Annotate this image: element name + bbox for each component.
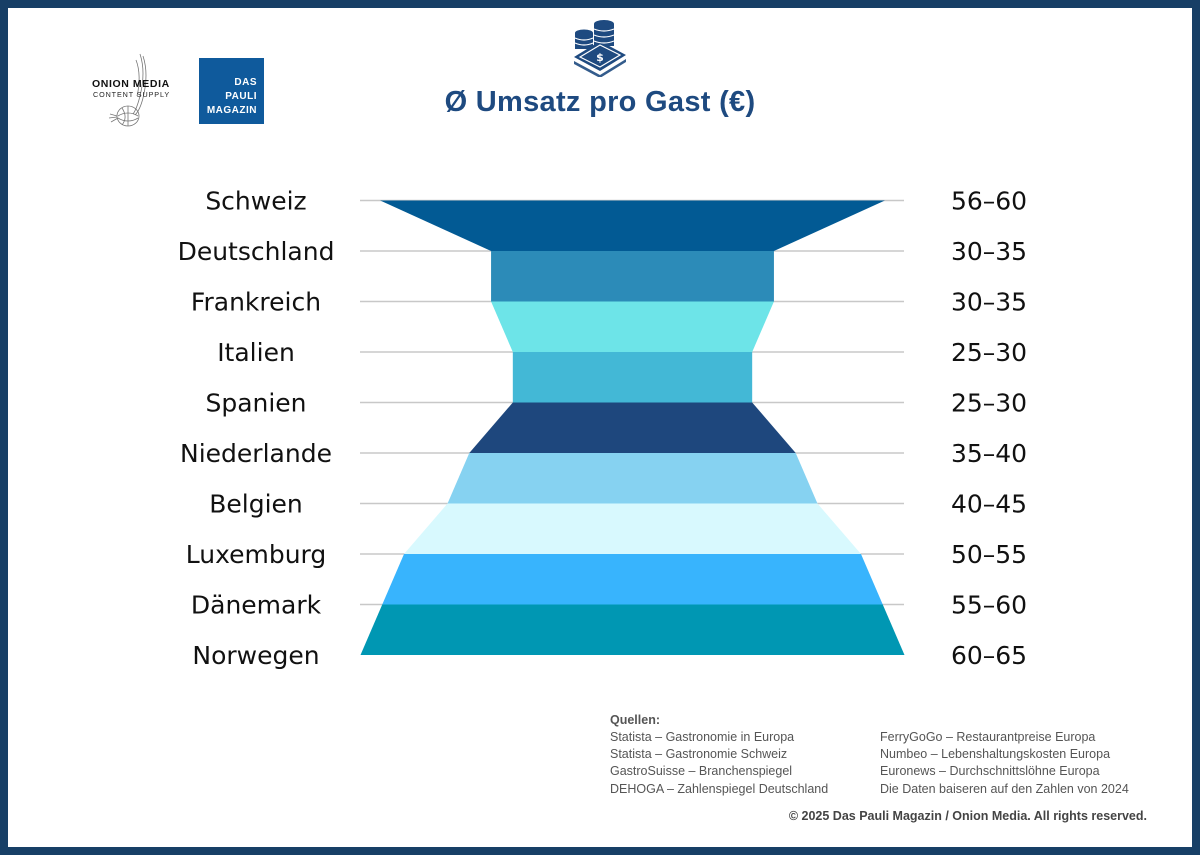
value-range-label: 60–65 [951, 641, 1027, 670]
pauli-logo-line: DAS [234, 77, 257, 88]
source-item: Euronews – Durchschnittslöhne Europa [880, 764, 1100, 779]
sources-heading: Quellen: [610, 713, 661, 727]
source-item: DEHOGA – Zahlenspiegel Deutschland [610, 781, 829, 796]
funnel-band-luxemburg [382, 554, 883, 605]
source-item: Numbeo – Lebenshaltungskosten Europa [880, 747, 1111, 762]
funnel-band-niederlande [447, 453, 818, 504]
source-item: Statista – Gastronomie in Europa [610, 730, 795, 744]
pauli-magazin-logo: DAS PAULI MAGAZIN [199, 58, 264, 124]
country-label: Luxemburg [186, 540, 327, 569]
copyright-notice: © 2025 Das Pauli Magazin / Onion Media. … [788, 809, 1147, 823]
onion-media-name: ONION MEDIA [92, 78, 170, 90]
source-item: Die Daten baiseren auf den Zahlen von 20… [880, 781, 1129, 796]
onion-media-logo: ONION MEDIA CONTENT SUPPLY [92, 52, 187, 130]
country-label: Spanien [205, 389, 306, 418]
country-label: Deutschland [178, 237, 335, 266]
value-range-label: 56–60 [951, 187, 1027, 216]
country-label: Dänemark [191, 591, 322, 620]
value-range-label: 30–35 [951, 288, 1027, 317]
source-item: FerryGoGo – Restaurantpreise Europa [880, 730, 1096, 744]
country-label: Schweiz [205, 187, 306, 216]
value-range-label: 50–55 [951, 540, 1027, 569]
value-range-label: 25–30 [951, 338, 1027, 367]
onion-media-tagline: CONTENT SUPPLY [93, 90, 171, 99]
funnel-band-dänemark [360, 604, 905, 655]
source-item: GastroSuisse – Branchenspiegel [610, 764, 793, 779]
pauli-logo-line: MAGAZIN [206, 105, 257, 116]
value-range-label: 40–45 [951, 490, 1027, 519]
value-range-label: 35–40 [951, 439, 1027, 468]
funnel-band-deutschland [491, 251, 774, 302]
country-label: Italien [217, 338, 295, 367]
sources-right-column: FerryGoGo – Restaurantpreise Europa Numb… [880, 729, 1129, 798]
svg-text:$: $ [596, 51, 604, 64]
funnel-band-italien [512, 352, 753, 403]
value-range-label: 55–60 [951, 591, 1027, 620]
country-label: Belgien [209, 490, 303, 519]
funnel-band-belgien [404, 503, 861, 554]
value-range-label: 30–35 [951, 237, 1027, 266]
onion-icon [108, 53, 147, 127]
chart-title: Ø Umsatz pro Gast (€) [444, 86, 756, 118]
sources-left-column: Statista – Gastronomie in Europa Statist… [610, 729, 828, 798]
funnel-band-spanien [469, 402, 796, 453]
country-label: Niederlande [180, 439, 332, 468]
value-range-label: 25–30 [951, 389, 1027, 418]
country-label: Frankreich [191, 288, 321, 317]
pauli-logo-line: PAULI [225, 91, 257, 102]
source-item: Statista – Gastronomie Schweiz [610, 747, 788, 762]
sources-block: Quellen: Statista – Gastronomie in Europ… [610, 712, 1129, 796]
funnel-band-frankreich [491, 301, 774, 352]
funnel-band-schweiz [380, 200, 885, 251]
country-label: Norwegen [192, 641, 319, 670]
coins-banknote-icon: $ [574, 20, 626, 77]
